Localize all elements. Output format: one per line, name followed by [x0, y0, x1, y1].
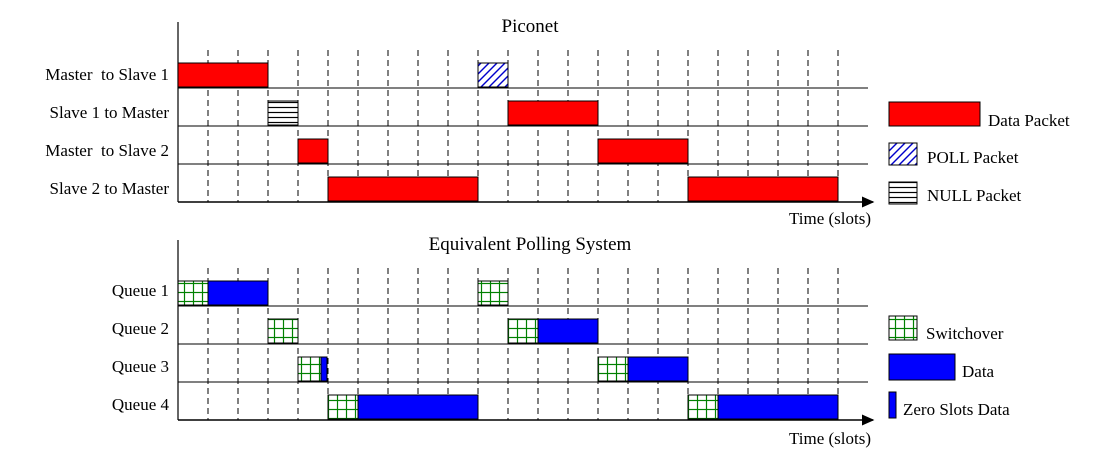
piconet-time-axis-label: Time (slots)	[789, 209, 871, 228]
polling-block-zero-slot-data	[320, 356, 328, 382]
legend-data-packet-swatch	[888, 101, 981, 127]
piconet-block-data	[177, 62, 269, 88]
piconet-packets	[177, 62, 839, 202]
legend-zero-slots-label: Zero Slots Data	[903, 400, 1010, 419]
polling-row-label-queue3: Queue 3	[112, 357, 169, 376]
piconet-block-data	[687, 176, 839, 202]
polling-block-switchover	[687, 394, 719, 420]
piconet-row-label-slave1-master: Slave 1 to Master	[50, 103, 170, 122]
legend-null-packet-label: NULL Packet	[927, 186, 1022, 205]
legend-data-swatch	[888, 353, 956, 381]
legend-poll-packet-label: POLL Packet	[927, 148, 1019, 167]
polling-row-label-queue4: Queue 4	[112, 395, 170, 414]
legend-poll-packet-swatch	[888, 142, 918, 166]
polling-legend: Switchover Data Zero Slots Data	[888, 315, 1010, 419]
piconet-row-label-master-slave2: Master to Slave 2	[45, 141, 169, 160]
piconet-block-null	[267, 100, 299, 126]
polling-block-data	[537, 318, 599, 344]
polling-blocks	[177, 280, 839, 420]
polling-time-axis-label: Time (slots)	[789, 429, 871, 448]
polling-block-data	[627, 356, 689, 382]
polling-block-switchover	[297, 356, 322, 382]
polling-block-switchover	[267, 318, 299, 344]
polling-row-labels: Queue 1 Queue 2 Queue 3 Queue 4	[112, 281, 170, 414]
piconet-timeline-grid	[177, 22, 875, 208]
legend-switchover-label: Switchover	[926, 324, 1004, 343]
polling-block-data	[207, 280, 269, 306]
piconet-block-data	[507, 100, 599, 126]
piconet-block-data	[297, 138, 329, 164]
polling-row-label-queue2: Queue 2	[112, 319, 169, 338]
legend-zero-slots-swatch	[888, 391, 897, 419]
piconet-row-label-slave2-master: Slave 2 to Master	[50, 179, 170, 198]
polling-timeline-grid	[177, 240, 875, 426]
polling-block-switchover	[597, 356, 629, 382]
polling-title: Equivalent Polling System	[429, 234, 632, 255]
piconet-row-label-master-slave1: Master to Slave 1	[45, 65, 169, 84]
piconet-row-labels: Master to Slave 1 Slave 1 to Master Mast…	[45, 65, 169, 198]
piconet-block-data	[327, 176, 479, 202]
legend-switchover-swatch	[888, 315, 918, 341]
legend-data-label: Data	[962, 362, 995, 381]
polling-block-data	[717, 394, 839, 420]
legend-data-packet-label: Data Packet	[988, 111, 1070, 130]
legend-null-packet-swatch	[888, 181, 918, 205]
polling-block-switchover	[507, 318, 539, 344]
polling-block-switchover	[477, 280, 509, 306]
piconet-block-poll	[477, 62, 509, 88]
piconet-title: Piconet	[502, 16, 560, 37]
polling-block-switchover	[327, 394, 359, 420]
piconet-legend: Data Packet POLL Packet NULL Packet	[888, 101, 1070, 205]
piconet-block-data	[597, 138, 689, 164]
polling-block-switchover	[177, 280, 209, 306]
polling-row-label-queue1: Queue 1	[112, 281, 169, 300]
polling-block-data	[357, 394, 479, 420]
